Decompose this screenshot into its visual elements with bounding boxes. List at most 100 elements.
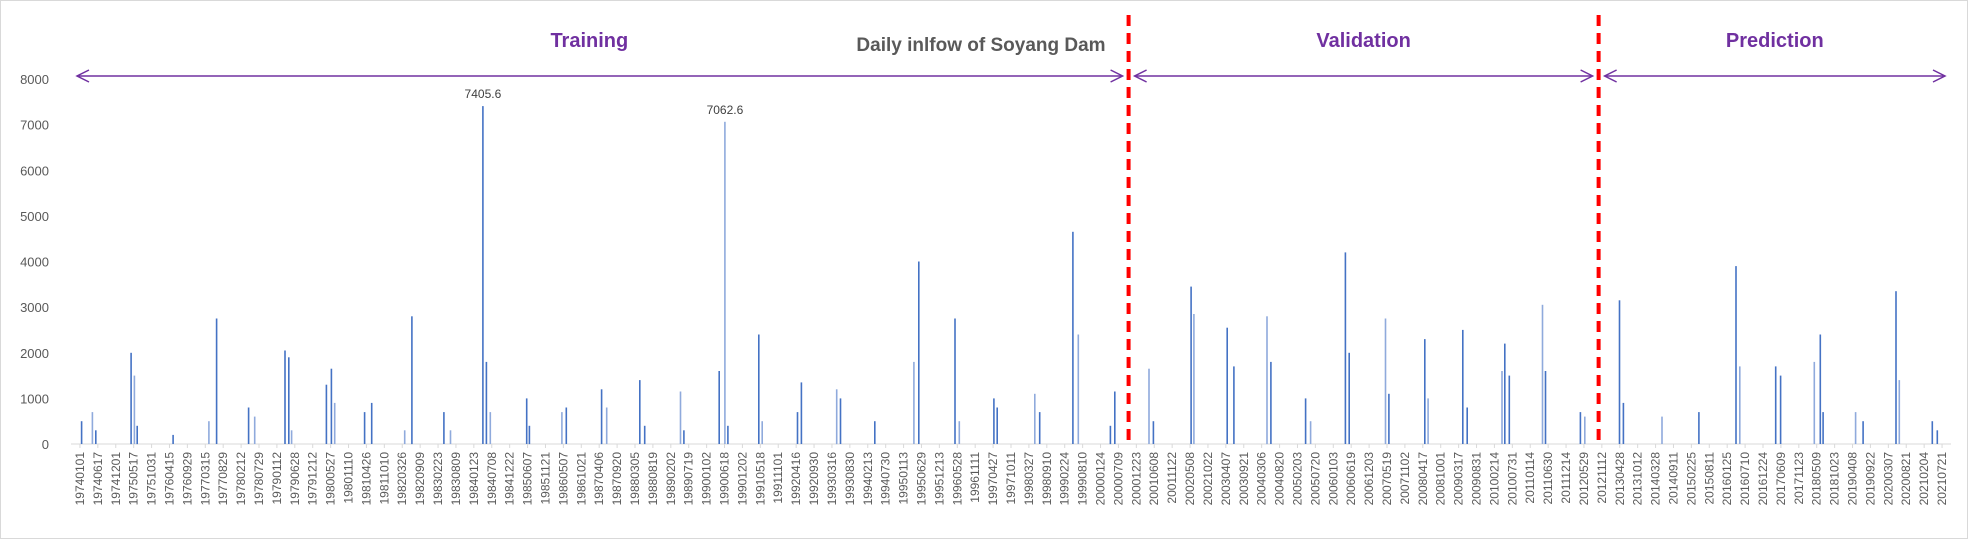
x-tick-label: 19791212 bbox=[306, 452, 320, 506]
inflow-bar bbox=[1233, 366, 1235, 444]
period-arrow-head-right bbox=[1932, 69, 1947, 83]
x-tick-label: 19951213 bbox=[932, 452, 946, 506]
x-tick-label: 19801110 bbox=[342, 452, 356, 504]
inflow-bar bbox=[1936, 430, 1939, 444]
x-tick-label: 19970427 bbox=[986, 452, 1000, 506]
x-tick-label: 19740617 bbox=[91, 452, 105, 506]
y-tick-label: 8000 bbox=[20, 72, 49, 87]
x-tick-label: 19800527 bbox=[324, 452, 338, 506]
x-tick-label: 19760415 bbox=[162, 452, 176, 506]
inflow-bar bbox=[727, 425, 729, 445]
inflow-bar bbox=[839, 398, 842, 444]
inflow-bar bbox=[1504, 343, 1506, 444]
inflow-bar bbox=[639, 380, 641, 444]
x-tick-label: 20121112 bbox=[1595, 452, 1609, 504]
inflow-bar bbox=[333, 402, 336, 444]
x-tick-label: 19950629 bbox=[914, 452, 928, 506]
x-tick-label: 20110114 bbox=[1523, 452, 1537, 504]
inflow-bar bbox=[1661, 416, 1663, 444]
y-tick-label: 6000 bbox=[20, 163, 49, 178]
x-tick-label: 19940730 bbox=[879, 452, 893, 506]
inflow-bar bbox=[403, 430, 406, 444]
inflow-bar bbox=[954, 318, 956, 444]
y-tick-label: 2000 bbox=[20, 346, 49, 361]
x-tick-label: 20161224 bbox=[1756, 452, 1770, 506]
x-tick-label: 19750517 bbox=[127, 452, 141, 506]
x-tick-label: 19741201 bbox=[109, 452, 123, 506]
x-tick-label: 19900102 bbox=[700, 452, 714, 506]
inflow-bar bbox=[1698, 412, 1700, 444]
x-tick-label: 19770829 bbox=[216, 452, 230, 506]
x-tick-label: 20170609 bbox=[1774, 452, 1788, 506]
x-tick-label: 19971011 bbox=[1004, 452, 1018, 505]
x-tick-label: 20160710 bbox=[1738, 452, 1752, 506]
x-tick-label: 19960528 bbox=[950, 452, 964, 506]
inflow-bar bbox=[411, 316, 413, 445]
inflow-bar bbox=[1774, 366, 1777, 444]
x-tick-label: 19740101 bbox=[73, 452, 87, 506]
inflow-bar bbox=[918, 261, 920, 444]
x-tick-label: 19980910 bbox=[1040, 452, 1054, 506]
inflow-bar bbox=[1109, 425, 1112, 445]
x-tick-label: 20001223 bbox=[1129, 452, 1143, 506]
x-tick-label: 20140328 bbox=[1649, 452, 1663, 506]
inflow-bars bbox=[80, 106, 1939, 445]
x-axis: 19740101 19740617 19741201 19750517 19751031… bbox=[71, 443, 1951, 506]
x-tick-label: 19870406 bbox=[592, 452, 606, 506]
peak-label: 7062.6 bbox=[707, 103, 744, 117]
x-tick-label: 20190408 bbox=[1846, 452, 1860, 506]
x-tick-label: 19820909 bbox=[413, 452, 427, 506]
x-tick-label: 20171123 bbox=[1792, 452, 1806, 505]
inflow-bar bbox=[1072, 231, 1074, 444]
x-tick-label: 20200821 bbox=[1899, 452, 1913, 506]
inflow-bar bbox=[215, 318, 218, 444]
x-tick-label: 19790112 bbox=[270, 452, 284, 505]
x-tick-label: 20111214 bbox=[1559, 452, 1573, 504]
y-tick-label: 7000 bbox=[20, 118, 49, 133]
inflow-bar bbox=[600, 389, 603, 445]
x-tick-label: 20000124 bbox=[1094, 452, 1108, 506]
inflow-bar bbox=[605, 407, 608, 444]
inflow-bar bbox=[1931, 421, 1934, 444]
period-split-lines bbox=[1126, 15, 1601, 444]
x-tick-label: 20081001 bbox=[1434, 452, 1448, 506]
x-tick-label: 20060619 bbox=[1344, 452, 1358, 506]
inflow-bar bbox=[525, 398, 528, 444]
inflow-bar bbox=[1501, 371, 1503, 444]
x-tick-label: 19851121 bbox=[538, 452, 552, 505]
x-tick-label: 20160125 bbox=[1720, 452, 1734, 506]
inflow-bar bbox=[683, 430, 685, 444]
x-tick-label: 19841222 bbox=[503, 452, 517, 506]
period-label: Prediction bbox=[1726, 30, 1824, 52]
inflow-bar bbox=[1579, 412, 1582, 444]
x-tick-label: 19920416 bbox=[789, 452, 803, 506]
inflow-bar bbox=[800, 382, 803, 444]
inflow-bar bbox=[288, 357, 290, 444]
x-tick-label: 19930830 bbox=[843, 452, 857, 506]
x-tick-label: 20150811 bbox=[1702, 452, 1716, 505]
x-tick-label: 19920930 bbox=[807, 452, 821, 506]
x-tick-label: 19890719 bbox=[682, 452, 696, 506]
x-tick-label: 19830223 bbox=[431, 452, 445, 506]
x-tick-label: 20040306 bbox=[1255, 452, 1269, 506]
x-tick-label: 19900618 bbox=[718, 452, 732, 506]
x-tick-label: 20200307 bbox=[1881, 452, 1895, 506]
x-tick-label: 19961111 bbox=[968, 452, 982, 503]
x-tick-label: 19840123 bbox=[467, 452, 481, 506]
inflow-bar bbox=[1584, 416, 1586, 444]
inflow-bar bbox=[993, 398, 995, 444]
inflow-bar bbox=[91, 412, 94, 444]
x-tick-label: 20061203 bbox=[1362, 452, 1376, 506]
x-tick-label: 20100214 bbox=[1487, 452, 1501, 506]
inflow-bar bbox=[1462, 329, 1464, 444]
inflow-bar bbox=[253, 416, 256, 444]
period-arrow-head-left bbox=[1602, 69, 1617, 83]
inflow-bar bbox=[172, 434, 174, 444]
x-tick-label: 20090831 bbox=[1470, 452, 1484, 506]
x-tick-label: 20110630 bbox=[1541, 452, 1555, 505]
inflow-bar bbox=[1739, 366, 1741, 444]
inflow-bar bbox=[290, 430, 293, 444]
inflow-bar bbox=[996, 407, 998, 444]
inflow-bar bbox=[1148, 368, 1150, 444]
